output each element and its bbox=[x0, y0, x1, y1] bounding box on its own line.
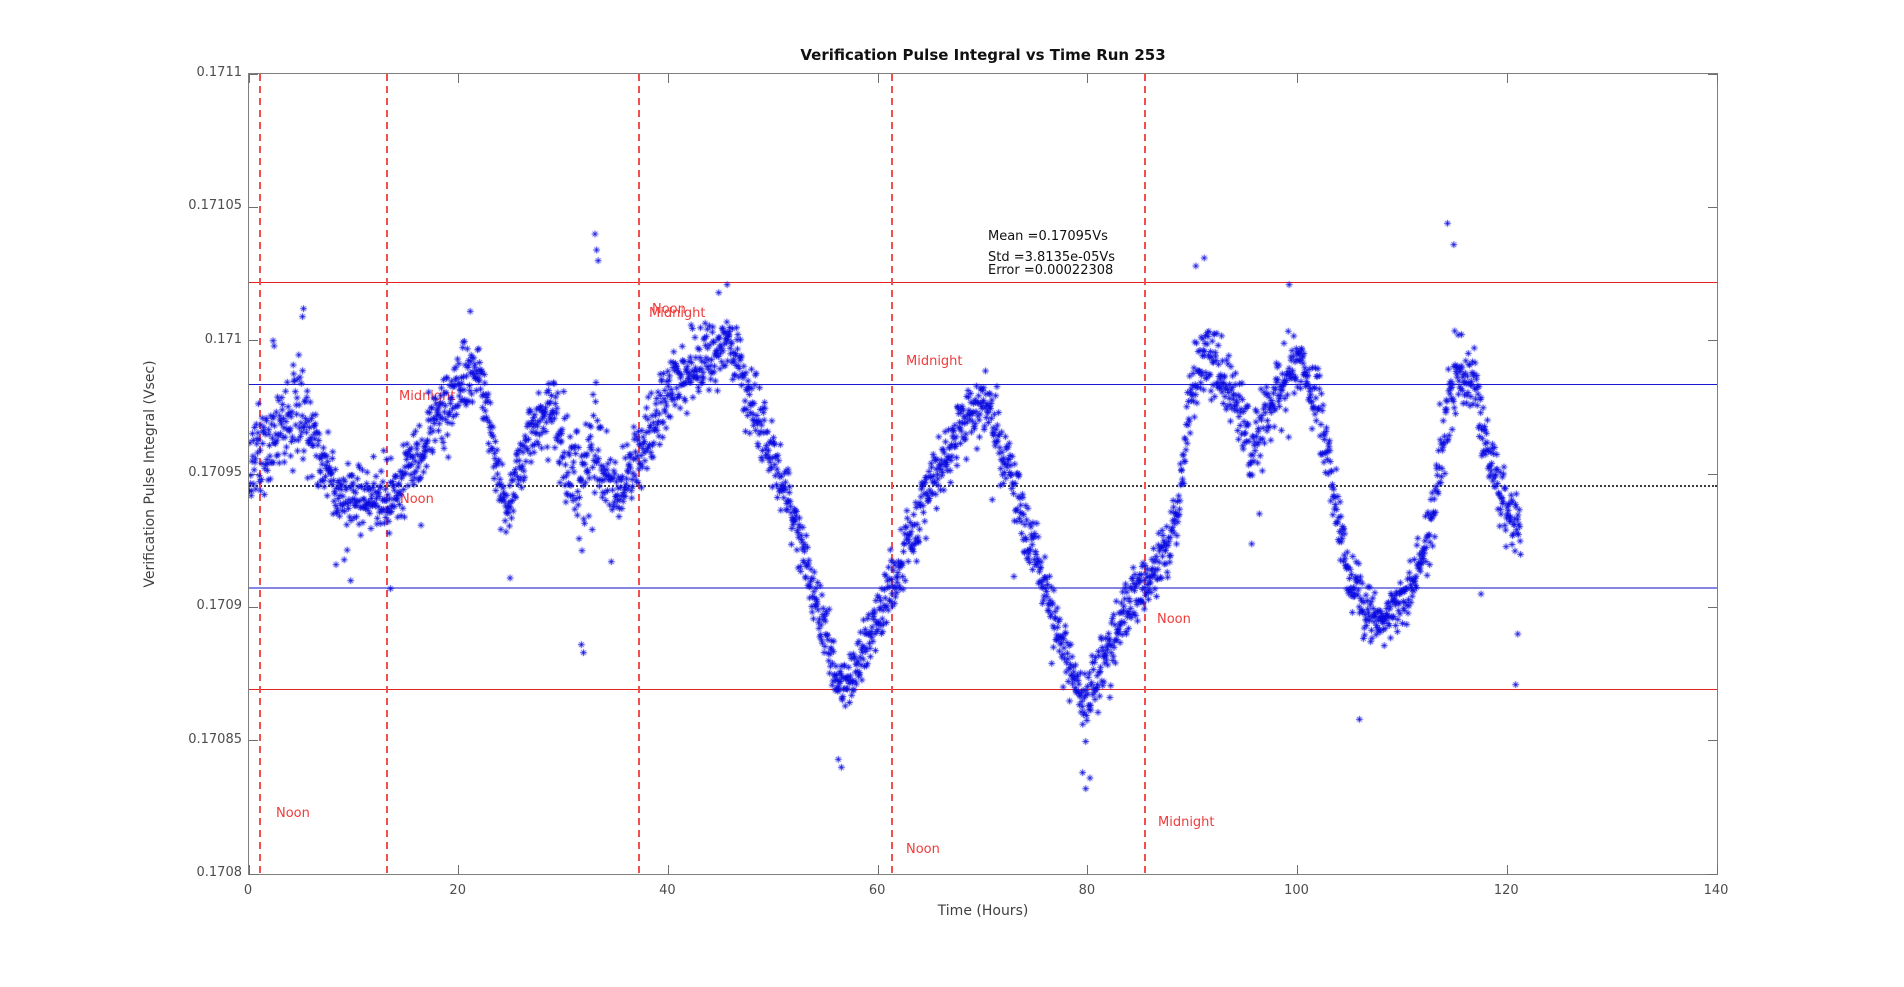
stat-std: Std =3.8135e-05Vs bbox=[988, 250, 1116, 265]
y-tick-label: 0.1708 bbox=[196, 865, 243, 880]
y-tick-label: 0.17105 bbox=[188, 198, 242, 214]
y-tick-label: 0.17095 bbox=[188, 465, 242, 480]
y-tick-label: 0.1711 bbox=[196, 65, 243, 80]
y-tick-label: 0.171 bbox=[204, 331, 242, 347]
stat-error: Error =0.00022308 bbox=[988, 263, 1114, 278]
x-tick-mirror bbox=[1716, 74, 1718, 83]
x-tick-label: 120 bbox=[1493, 883, 1519, 898]
stat-mean: Mean =0.17095Vs bbox=[988, 229, 1108, 244]
x-tick-label: 80 bbox=[1078, 883, 1096, 898]
x-axis-label: Time (Hours) bbox=[937, 903, 1029, 919]
x-tick-label: 40 bbox=[659, 883, 676, 898]
plot-area bbox=[248, 73, 1718, 875]
x-tick-label: 0 bbox=[243, 883, 253, 898]
x-tick-label: 140 bbox=[1703, 883, 1729, 898]
y-tick bbox=[249, 873, 258, 875]
y-tick-mirror bbox=[1708, 873, 1717, 875]
x-tick bbox=[1716, 865, 1718, 874]
x-tick-label: 60 bbox=[868, 883, 886, 898]
y-tick-label: 0.1709 bbox=[196, 598, 243, 614]
chart-title: Verification Pulse Integral vs Time Run … bbox=[800, 46, 1166, 64]
x-tick-label: 100 bbox=[1284, 883, 1309, 898]
x-tick-label: 20 bbox=[449, 883, 466, 898]
y-tick-label: 0.17085 bbox=[188, 731, 242, 747]
scatter-points-canvas bbox=[249, 74, 1717, 874]
